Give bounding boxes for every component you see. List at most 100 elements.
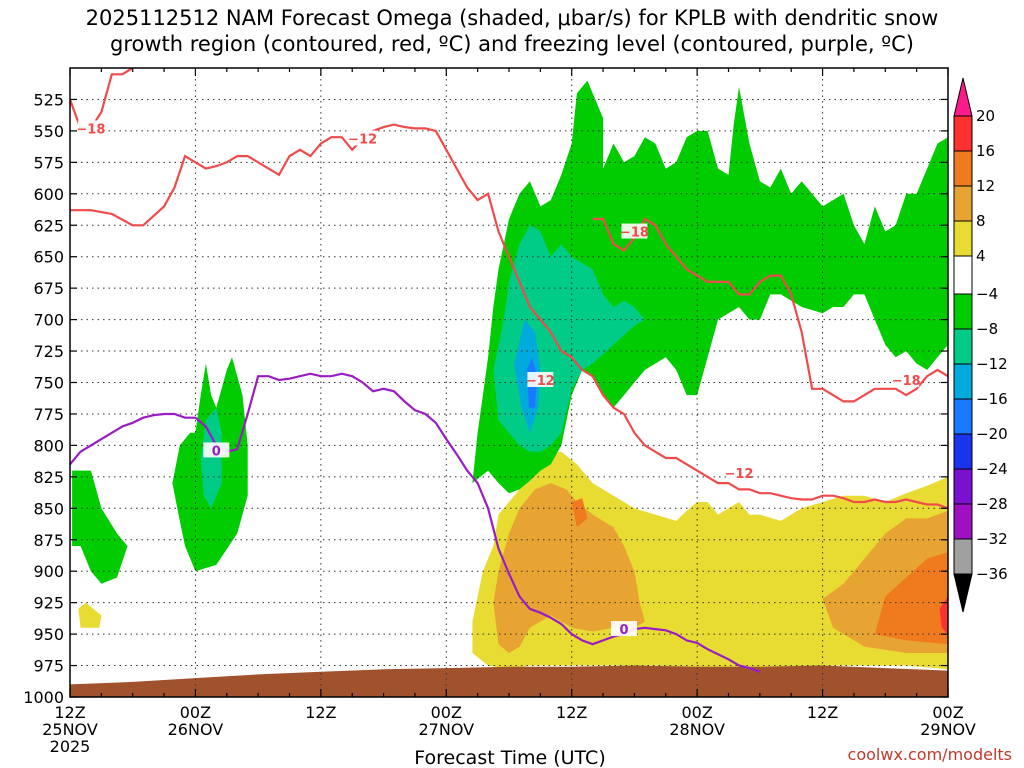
- x-tick-label: 00Z: [431, 703, 462, 722]
- x-tick-label: 12Z: [556, 703, 587, 722]
- isotherm-minus18-label-0-bg: [77, 120, 104, 136]
- isotherm-minus12-label-0: −12: [348, 132, 377, 147]
- colorbar-label: 12: [976, 177, 995, 195]
- isotherm-minus12-0: [70, 123, 948, 510]
- isotherm-minus18-label-east: −18: [892, 374, 921, 389]
- colorbar: 20 16 12 8 4 −4 −8 −12 −16 −20 −24 −28 −32 −36: [953, 77, 1008, 613]
- omega-ascent-band-10: [472, 80, 948, 494]
- x-tick-label: 25NOV: [42, 720, 98, 739]
- isotherm-minus18-label-east-bg: [893, 371, 920, 387]
- colorbar-label: −8: [976, 320, 998, 338]
- omega-descent-band-5: [874, 552, 948, 645]
- colorbar-segment: [953, 150, 973, 187]
- y-tick-label: 725: [33, 342, 64, 361]
- isotherm-minus12-label-0-bg: [349, 130, 376, 146]
- colorbar-label: 16: [976, 142, 995, 160]
- chart-title-line-1: 2025112512 NAM Forecast Omega (shaded, μ…: [86, 6, 939, 30]
- y-tick-label: 750: [33, 374, 64, 393]
- plot-inner: −18 −18 −12 −18 −12 −12 0 0: [70, 68, 948, 697]
- y-tick-label: 850: [33, 499, 64, 518]
- isotherm-minus18-label-0: −18: [76, 122, 105, 137]
- y-tick-label: 700: [33, 311, 64, 330]
- colorbar-label: −12: [976, 355, 1008, 373]
- colorbar-bottom-triangle: [953, 573, 973, 613]
- x-tick-label: 12Z: [54, 703, 85, 722]
- x-tick-label: 26NOV: [168, 720, 224, 739]
- isotherm-minus18-1: [592, 217, 948, 403]
- credit-text: coolwx.com/modelts: [848, 745, 1012, 764]
- colorbar-segment: [953, 255, 973, 295]
- x-tick-label: 27NOV: [418, 720, 474, 739]
- chart-title-line-2: growth region (contoured, red, ºC) and f…: [110, 32, 914, 56]
- y-tick-label: 650: [33, 248, 64, 267]
- colorbar-segment: [953, 220, 973, 257]
- colorbar-label: 8: [976, 212, 986, 230]
- colorbar-segment: [953, 398, 973, 435]
- colorbar-label: −24: [976, 460, 1008, 478]
- colorbar-segment: [953, 328, 973, 365]
- omega-descent-band-0: [78, 602, 102, 628]
- colorbar-top-triangle: [953, 77, 973, 117]
- isotherm-minus18-label-1-bg: [621, 223, 648, 239]
- y-tick-label: 800: [33, 436, 64, 455]
- y-axis: 525 550 575 600 625 650 675 700 725 750 775 800 825 8…: [23, 90, 948, 707]
- x-tick-label: 2025: [50, 737, 91, 756]
- colorbar-label: −36: [976, 565, 1008, 583]
- freezing-level-label-1-bg: [610, 621, 637, 637]
- y-tick-label: 1000: [23, 688, 64, 707]
- omega-descent-band-6: [939, 596, 948, 635]
- y-tick-label: 600: [33, 185, 64, 204]
- omega-descent-band-3: [571, 498, 588, 528]
- x-tick-label: 00Z: [180, 703, 211, 722]
- colorbar-segment: [953, 468, 973, 505]
- omega-ascent-band-7: [72, 470, 128, 584]
- freezing-level-label-1: 0: [619, 623, 628, 638]
- x-tick-label: 00Z: [932, 703, 963, 722]
- y-tick-label: 775: [33, 405, 64, 424]
- y-tick-label: 550: [33, 122, 64, 141]
- y-tick-label: 950: [33, 625, 64, 644]
- y-tick-label: 875: [33, 531, 64, 550]
- colorbar-segment: [953, 538, 973, 575]
- isotherm-minus12-label-east: −12: [724, 467, 753, 482]
- y-tick-label: 525: [33, 90, 64, 109]
- terrain-fill: [70, 665, 948, 697]
- colorbar-label: 20: [976, 107, 995, 125]
- colorbar-label: −28: [976, 495, 1008, 513]
- plot-area: −18 −18 −12 −18 −12 −12 0 0: [69, 67, 949, 698]
- y-tick-label: 825: [33, 468, 64, 487]
- x-tick-label: 12Z: [305, 703, 336, 722]
- x-tick-label: 28NOV: [669, 720, 725, 739]
- x-tick-label: 00Z: [681, 703, 712, 722]
- colorbar-segment: [953, 433, 973, 470]
- y-tick-label: 900: [33, 562, 64, 581]
- colorbar-label: −16: [976, 390, 1008, 408]
- y-tick-label: 625: [33, 216, 64, 235]
- x-axis-label: Forecast Time (UTC): [414, 747, 605, 768]
- isotherm-minus12-label-mid-bg: [527, 371, 554, 387]
- colorbar-label: −32: [976, 530, 1008, 548]
- omega-ascent-band-9: [200, 407, 222, 509]
- freezing-level-line: [70, 372, 761, 673]
- isotherm-minus18-label-1: −18: [620, 226, 649, 241]
- colorbar-segment: [953, 293, 973, 330]
- colorbar-segment: [953, 363, 973, 400]
- colorbar-segment: [953, 503, 973, 540]
- x-tick-label: 29NOV: [920, 720, 976, 739]
- freezing-level-label-0: 0: [212, 444, 221, 459]
- y-tick-label: 925: [33, 594, 64, 613]
- y-tick-label: 675: [33, 279, 64, 298]
- colorbar-label: −4: [976, 285, 998, 303]
- y-tick-label: 975: [33, 657, 64, 676]
- colorbar-label: −20: [976, 425, 1008, 443]
- colorbar-segment: [953, 115, 973, 152]
- x-tick-label: 12Z: [807, 703, 838, 722]
- colorbar-label: 4: [976, 247, 986, 265]
- y-tick-label: 575: [33, 153, 64, 172]
- isotherm-minus12-label-east-bg: [725, 465, 752, 481]
- freezing-level-label-0-bg: [203, 442, 230, 458]
- isotherm-minus12-label-mid: −12: [526, 374, 555, 389]
- colorbar-segment: [953, 185, 973, 222]
